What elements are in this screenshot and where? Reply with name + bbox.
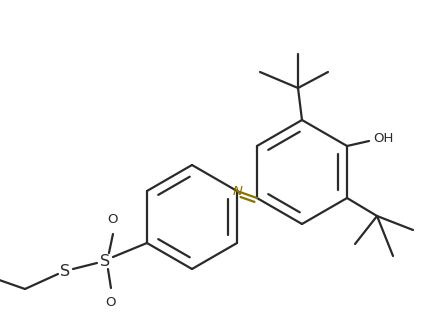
Text: OH: OH bbox=[373, 132, 393, 146]
Text: N: N bbox=[233, 185, 243, 198]
Text: S: S bbox=[60, 264, 70, 279]
Text: S: S bbox=[100, 253, 110, 268]
Text: O: O bbox=[106, 296, 116, 309]
Text: O: O bbox=[108, 213, 118, 226]
